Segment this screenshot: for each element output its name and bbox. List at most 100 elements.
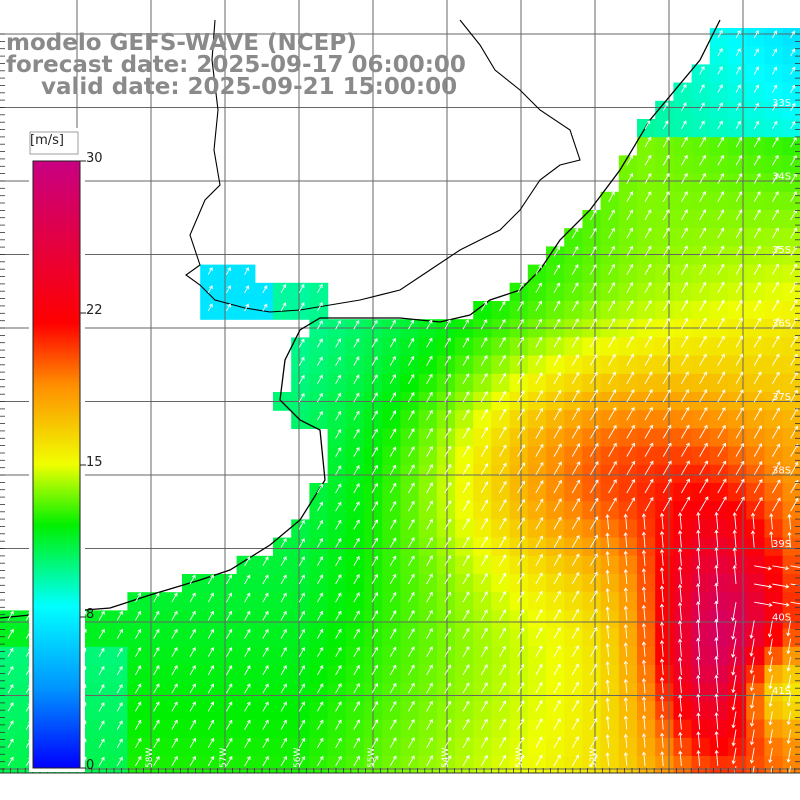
wind-arrow bbox=[480, 301, 488, 312]
wind-speed-cell bbox=[182, 628, 201, 648]
wind-arrow-head bbox=[447, 718, 452, 723]
wind-arrow bbox=[590, 318, 597, 330]
wind-arrow-head bbox=[793, 191, 797, 196]
wind-arrow bbox=[590, 571, 598, 585]
wind-arrow-shaft bbox=[590, 736, 598, 749]
wind-arrow-head bbox=[623, 605, 628, 610]
wind-arrow bbox=[408, 755, 415, 767]
wind-arrow-shaft bbox=[715, 601, 719, 621]
wind-arrow-shaft bbox=[335, 738, 342, 749]
wind-arrow bbox=[353, 628, 360, 639]
wind-arrow bbox=[462, 427, 470, 439]
wind-arrow bbox=[717, 460, 727, 476]
wind-arrow-head bbox=[410, 646, 415, 651]
wind-arrow-head bbox=[667, 389, 671, 394]
wind-speed-cell bbox=[582, 501, 602, 520]
wind-arrow bbox=[480, 390, 488, 403]
wind-arrow bbox=[772, 281, 780, 294]
wind-speed-cell bbox=[509, 574, 529, 593]
wind-speed-cell bbox=[382, 646, 401, 666]
wind-arrow bbox=[262, 574, 269, 585]
wind-arrow-head bbox=[740, 460, 745, 465]
wind-arrow bbox=[517, 572, 525, 585]
wind-arrow bbox=[623, 697, 628, 712]
wind-speed-cell bbox=[509, 301, 529, 320]
wind-arrow bbox=[444, 718, 452, 730]
wind-speed-cell bbox=[382, 665, 401, 684]
wind-arrow-head bbox=[758, 425, 762, 430]
wind-arrow-shaft bbox=[787, 620, 792, 636]
wind-arrow-head bbox=[684, 335, 689, 340]
wind-arrow bbox=[786, 729, 792, 745]
wind-speed-cell bbox=[655, 264, 674, 284]
wind-arrow bbox=[408, 682, 415, 694]
wind-arrow-head bbox=[594, 461, 599, 466]
wind-arrow-shaft bbox=[535, 372, 543, 385]
wind-arrow-head bbox=[749, 777, 755, 782]
wind-arrow-shaft bbox=[699, 137, 706, 148]
wind-arrow-shaft bbox=[426, 610, 433, 621]
wind-arrow-shaft bbox=[298, 375, 305, 385]
wind-arrow bbox=[662, 191, 670, 203]
wind-arrow-head bbox=[738, 154, 743, 159]
wind-arrow-head bbox=[502, 682, 506, 687]
wind-speed-cell bbox=[691, 665, 711, 684]
wind-arrow-head bbox=[319, 302, 323, 307]
wind-arrow bbox=[553, 336, 561, 348]
wind-arrow-head bbox=[356, 664, 360, 669]
wind-arrow-shaft bbox=[625, 643, 628, 657]
wind-arrow-shaft bbox=[753, 443, 762, 457]
wind-arrow-head bbox=[605, 550, 610, 555]
wind-arrow-shaft bbox=[571, 682, 579, 694]
wind-speed-cell bbox=[236, 756, 256, 775]
wind-arrow-head bbox=[776, 407, 780, 412]
wind-arrow-head bbox=[356, 719, 360, 724]
wind-arrow-shaft bbox=[408, 501, 415, 512]
wind-arrow bbox=[207, 701, 215, 712]
wind-speed-cell bbox=[491, 756, 511, 775]
wind-arrow-shaft bbox=[335, 393, 341, 403]
wind-arrow-head bbox=[319, 592, 324, 597]
wind-arrow bbox=[389, 500, 397, 512]
wind-arrow-shaft bbox=[207, 756, 214, 767]
wind-arrow bbox=[608, 191, 615, 203]
wind-arrow-shaft bbox=[625, 661, 628, 676]
wind-arrow-shaft bbox=[717, 407, 726, 421]
wind-arrow-shaft bbox=[517, 444, 525, 457]
wind-arrow-shaft bbox=[171, 720, 178, 730]
wind-speed-cell bbox=[691, 337, 711, 357]
wind-arrow bbox=[317, 556, 324, 567]
wind-arrow-head bbox=[701, 102, 705, 107]
wind-speed-cell bbox=[455, 519, 474, 539]
wind-arrow bbox=[499, 318, 506, 330]
wind-speed-cell bbox=[564, 756, 583, 775]
wind-arrow-shaft bbox=[735, 137, 742, 148]
wind-arrow-shaft bbox=[153, 720, 160, 730]
wind-arrow-head bbox=[612, 424, 617, 429]
wind-arrow-shaft bbox=[662, 425, 672, 439]
wind-arrow bbox=[499, 444, 507, 457]
wind-speed-cell bbox=[618, 228, 638, 247]
wind-arrow bbox=[662, 227, 670, 239]
wind-arrow-head bbox=[714, 655, 719, 660]
wind-arrow-head bbox=[660, 695, 665, 700]
wind-arrow-head bbox=[538, 718, 543, 723]
wind-arrow bbox=[662, 460, 672, 476]
wind-speed-cell bbox=[691, 701, 711, 721]
wind-arrow-shaft bbox=[571, 516, 580, 530]
wind-arrow bbox=[135, 737, 142, 749]
wind-arrow-head bbox=[593, 717, 598, 722]
wind-arrow-shaft bbox=[535, 736, 543, 749]
wind-arrow-shaft bbox=[735, 155, 742, 166]
wind-arrow bbox=[571, 699, 580, 712]
wind-speed-cell bbox=[582, 373, 602, 393]
wind-arrow-shaft bbox=[480, 719, 488, 730]
wind-arrow-shaft bbox=[553, 462, 562, 476]
wind-speed-cell bbox=[600, 264, 620, 284]
wind-arrow-shaft bbox=[644, 425, 653, 439]
wind-speed-cell bbox=[345, 410, 365, 429]
wind-arrow-head bbox=[447, 373, 451, 378]
wind-arrow-shaft bbox=[681, 443, 690, 457]
wind-arrow-shaft bbox=[444, 737, 451, 749]
wind-arrow-head bbox=[410, 573, 415, 578]
